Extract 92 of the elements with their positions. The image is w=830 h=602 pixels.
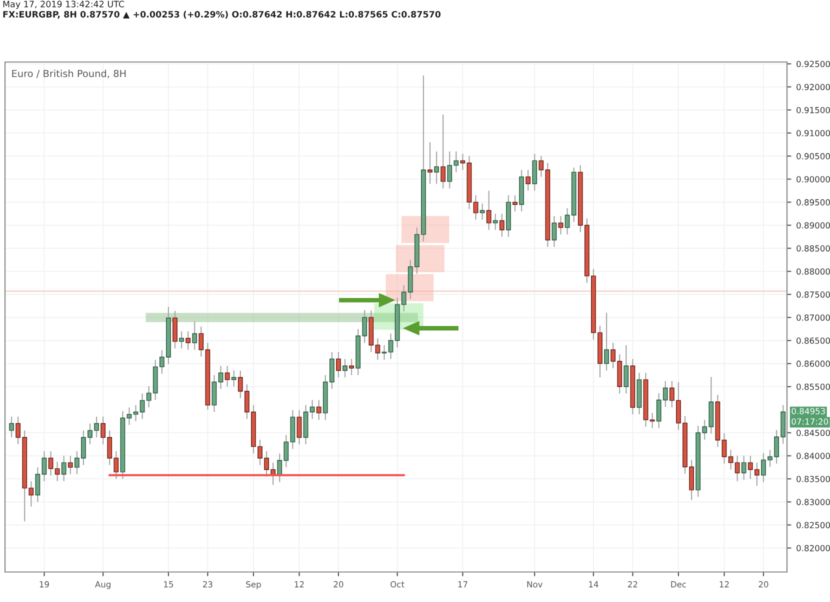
candlestick bbox=[296, 410, 302, 445]
candlestick bbox=[499, 213, 504, 238]
y-tick-label: 0.86000 bbox=[796, 360, 830, 367]
y-tick-label: 0.88500 bbox=[796, 245, 830, 252]
candlestick bbox=[526, 169, 531, 192]
candlestick bbox=[480, 203, 485, 220]
candlestick bbox=[728, 449, 734, 470]
candlestick bbox=[140, 392, 145, 420]
candlestick bbox=[349, 358, 354, 376]
y-tick-label: 0.86500 bbox=[796, 338, 830, 344]
y-tick-label: 0.84500 bbox=[796, 430, 830, 436]
y-tick-label: 0.92500 bbox=[796, 60, 830, 68]
candlestick bbox=[172, 310, 178, 349]
candlestick bbox=[734, 455, 740, 482]
x-tick-label: 23 bbox=[203, 581, 212, 588]
candlestick bbox=[538, 156, 544, 178]
candlestick bbox=[342, 358, 348, 378]
text: Euro / British Pound, 8H bbox=[12, 70, 126, 78]
x-tick-label: 12 bbox=[720, 581, 729, 588]
candlestick bbox=[186, 330, 191, 350]
candlestick bbox=[68, 455, 73, 475]
x-tick-label: 12 bbox=[294, 581, 304, 588]
candlestick bbox=[486, 190, 492, 230]
x-tick-label: 17 bbox=[458, 581, 468, 588]
y-tick-label: 0.84000 bbox=[796, 452, 830, 460]
x-tick-label: Nov bbox=[527, 581, 542, 588]
y-tick-label: 0.90000 bbox=[796, 176, 830, 182]
candlestick bbox=[492, 213, 498, 230]
text: 07:17:20 bbox=[792, 418, 828, 425]
candlestick bbox=[218, 365, 224, 390]
candlestick bbox=[310, 399, 315, 420]
candlestick bbox=[375, 338, 380, 360]
candlestick bbox=[224, 365, 230, 388]
candlestick bbox=[382, 344, 387, 360]
candlestick bbox=[192, 320, 198, 350]
candlestick bbox=[650, 412, 655, 429]
x-tick-label: Sep bbox=[246, 581, 261, 590]
text: May 17, 2019 13:42:42 UTC bbox=[3, 0, 124, 10]
candlestick bbox=[741, 455, 746, 480]
y-tick-label: 0.88000 bbox=[796, 268, 830, 275]
candlestick bbox=[198, 326, 204, 358]
candlestick bbox=[434, 150, 439, 184]
y-tick-label: 0.83000 bbox=[796, 498, 830, 506]
candlestick bbox=[231, 370, 236, 388]
x-tick-label: 22 bbox=[628, 581, 638, 588]
candlestick bbox=[460, 153, 466, 170]
x-tick-label: Aug bbox=[95, 581, 110, 590]
candlestick bbox=[388, 333, 394, 360]
candlestick bbox=[336, 351, 341, 378]
y-tick-label: 0.91500 bbox=[796, 106, 830, 114]
y-tick-label: 0.91000 bbox=[796, 130, 830, 136]
x-tick-label: Oct bbox=[390, 581, 404, 588]
candlestick bbox=[604, 312, 609, 372]
candlestick bbox=[512, 194, 518, 212]
candlestick bbox=[9, 416, 14, 438]
candlestick bbox=[133, 404, 138, 422]
candlestick bbox=[624, 344, 629, 394]
x-tick-label: Dec bbox=[671, 581, 686, 588]
x-tick-label: 19 bbox=[40, 581, 49, 588]
candlestick bbox=[552, 215, 557, 248]
x-tick-label: 15 bbox=[164, 581, 174, 588]
y-tick-label: 0.92000 bbox=[796, 84, 830, 90]
candlestick bbox=[212, 374, 217, 413]
y-tick-label: 0.82000 bbox=[796, 545, 830, 552]
y-tick-label: 0.90500 bbox=[796, 153, 830, 160]
candlestick bbox=[42, 450, 47, 482]
y-tick-label: 0.87500 bbox=[796, 291, 830, 298]
candlestick bbox=[428, 142, 432, 184]
x-tick-label: 20 bbox=[758, 581, 768, 588]
y-tick-label: 0.82500 bbox=[796, 522, 830, 528]
candlestick bbox=[126, 406, 132, 426]
y-tick-label: 0.89000 bbox=[796, 222, 830, 229]
candlestick bbox=[473, 194, 478, 220]
y-tick-label: 0.83500 bbox=[796, 476, 830, 482]
candlestick bbox=[179, 330, 184, 349]
candlestick bbox=[61, 455, 66, 482]
candlestick bbox=[722, 432, 727, 464]
y-tick-label: 0.89500 bbox=[796, 199, 830, 206]
candlestick bbox=[532, 153, 538, 192]
candlestick bbox=[35, 466, 40, 502]
candlestick bbox=[440, 114, 446, 189]
x-tick-label: 14 bbox=[589, 581, 598, 588]
candlestick bbox=[558, 215, 564, 236]
text: 0.84953 bbox=[792, 408, 825, 414]
chart-subtitle: FX:EURGBP, 8H 0.87570 ▲ +0.00253 (+0.29%) O:0.87642 H:0.87642 L:0.87565 C:0.87570 bbox=[3, 10, 441, 19]
candlestick bbox=[564, 208, 570, 236]
y-tick-label: 0.85500 bbox=[796, 384, 830, 390]
x-tick-label: 20 bbox=[334, 581, 344, 588]
candlestick bbox=[54, 461, 60, 482]
candlestick bbox=[48, 450, 54, 476]
y-tick-label: 0.87000 bbox=[796, 314, 830, 321]
candlestick bbox=[316, 399, 322, 420]
